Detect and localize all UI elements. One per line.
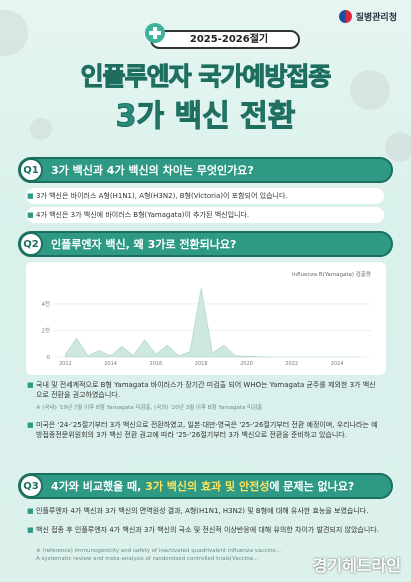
x-tick-label: 2020 — [240, 361, 253, 367]
q1-question-bar: Q1 3가 백신과 4가 백신의 차이는 무엇인가요? — [18, 157, 393, 183]
season-badge: 2025-2026절기 — [150, 30, 300, 49]
x-tick-label: 2014 — [104, 361, 117, 367]
watermark: 경기헤드라인 — [312, 556, 401, 575]
y-tick-label: 4천 — [41, 300, 50, 308]
agency-logo: 질병관리청 — [338, 10, 397, 23]
x-tick-label: 2022 — [285, 361, 298, 367]
q1-badge: Q1 — [19, 158, 43, 182]
y-tick-label: 0 — [47, 355, 51, 361]
q2-body-1: 국내 및 전세계적으로 B형 Yamagata 바이러스가 장기간 미검출 되어… — [27, 380, 381, 400]
q2-body-2: 미국은 '24-'25절기부터 3가 백신으로 전환하였고, 일본·대만·영국은… — [27, 420, 381, 440]
virus-decoration-icon — [0, 10, 28, 56]
y-tick-label: 2천 — [41, 326, 50, 334]
virus-decoration-icon — [30, 118, 52, 140]
virus-decoration-icon — [385, 132, 411, 162]
q2-badge: Q2 — [19, 232, 43, 256]
q3-question-part-a: 4가와 비교했을 때, — [51, 480, 146, 493]
x-tick-label: 2016 — [150, 361, 163, 367]
q2-note: ※ (국내) '19년 7월 이후 B형 Yamagata 미검출, (국외) … — [36, 405, 263, 411]
q1-answer-2: 4가 백신은 3가 백신에 바이러스 B형(Yamagata)이 추가된 백신입… — [27, 210, 376, 220]
q3-question: 4가와 비교했을 때, 3가 백신의 효과 및 안전성에 문제는 없나요? — [51, 478, 354, 494]
yamagata-area-series — [64, 287, 360, 358]
q2-question: 인플루엔자 백신, 왜 3가로 전환되나요? — [51, 238, 237, 251]
yamagata-chart-svg: 0 2천 4천 2012 2014 2016 2018 2020 2022 2024 Influen… — [41, 270, 371, 367]
q3-reference-2: A systematic review and meta-analysis of… — [36, 556, 259, 562]
chart-legend: Influenza B(Yamagata) 검출량 — [292, 270, 371, 278]
q1-answer-1: 3가 백신은 바이러스 A형(H1N1), A형(H3N2), B형(Victo… — [27, 191, 376, 201]
q3-body-1: 인플루엔자 4가 백신과 3가 백신의 면역원성 결과, A형(H1N1, H3… — [27, 506, 381, 516]
x-tick-label: 2012 — [59, 361, 72, 367]
q3-body-2: 백신 접종 후 인플루엔자 4가 백신과 3가 백신의 국소 및 전신적 이상반… — [27, 525, 381, 535]
medical-cross-icon — [145, 23, 165, 43]
q3-badge: Q3 — [19, 474, 43, 498]
q3-question-part-c: 에 문제는 없나요? — [269, 480, 355, 493]
x-tick-label: 2018 — [195, 361, 208, 367]
x-tick-label: 2024 — [331, 361, 344, 367]
q3-question-highlight: 3가 백신의 효과 및 안전성 — [145, 480, 270, 493]
q1-question: 3가 백신과 4가 백신의 차이는 무엇인가요? — [51, 164, 254, 177]
q3-reference-1: ※ (reference) Immunogenicity and safety … — [36, 548, 282, 554]
taegeuk-icon — [338, 10, 352, 23]
agency-name: 질병관리청 — [355, 13, 397, 23]
q3-question-bar: Q3 4가와 비교했을 때, 3가 백신의 효과 및 안전성에 문제는 없나요? — [18, 473, 393, 499]
page-title-line1: 인플루엔자 국가예방접종 — [80, 62, 332, 92]
page-title-line2: 3가 백신 전환 — [115, 99, 296, 135]
virus-decoration-icon — [350, 70, 390, 110]
q2-question-bar: Q2 인플루엔자 백신, 왜 3가로 전환되나요? — [18, 231, 393, 257]
yamagata-chart: 0 2천 4천 2012 2014 2016 2018 2020 2022 2024 Influen… — [26, 262, 386, 375]
